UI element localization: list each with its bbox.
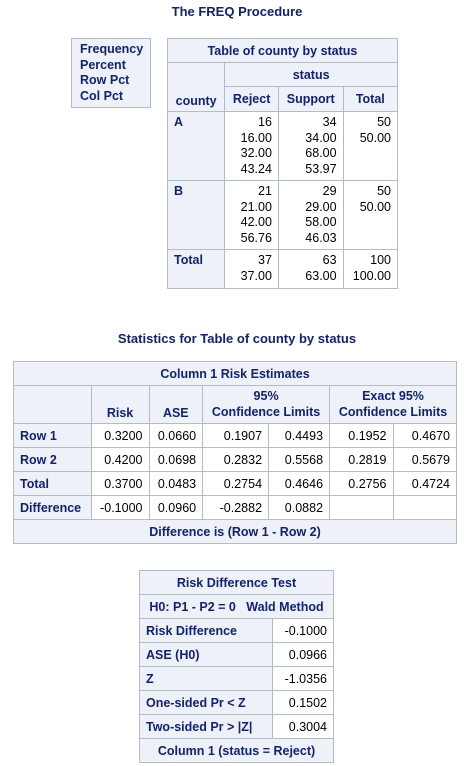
exact-lower-cl-cell [329, 495, 394, 520]
ase-cell: 0.0660 [148, 423, 204, 448]
risk-difference-test-table: Risk Difference Test H0: P1 - P2 = 0 Wal… [139, 570, 334, 763]
row-header-a: A [166, 111, 226, 181]
risk-cell: 0.4200 [90, 447, 150, 472]
upper-cl-cell: 0.4493 [268, 423, 331, 448]
stat-value: -0.1000 [271, 618, 334, 643]
ase-cell: 0.0960 [148, 495, 204, 520]
stat-label: Two-sided Pr > |Z| [139, 714, 273, 739]
risk-row-label: Difference [13, 495, 92, 520]
row-header-total: Total [166, 249, 226, 289]
method-label: Wald Method [246, 599, 324, 614]
risk-table-title: Column 1 Risk Estimates [13, 361, 457, 386]
stat-label: One-sided Pr < Z [139, 690, 273, 715]
hypothesis-label: H0: P1 - P2 = 0 [149, 599, 236, 614]
upper-cl-cell: 0.0882 [268, 495, 331, 520]
freq-table-title: Table of county by status [167, 38, 398, 63]
exact-upper-cl-cell: 0.4724 [392, 471, 457, 496]
risk-table-footer: Difference is (Row 1 - Row 2) [13, 519, 457, 544]
risk-cell: 0.3700 [90, 471, 150, 496]
diff-test-title: Risk Difference Test [139, 570, 334, 595]
cell-b-support: 29 29.00 58.00 46.03 [277, 180, 344, 250]
header-ase: ASE [148, 385, 204, 424]
header-risk: Risk [90, 385, 150, 424]
diff-test-subtitle: H0: P1 - P2 = 0 Wald Method [139, 594, 334, 619]
stat-value: -1.0356 [271, 666, 334, 691]
exact-upper-cl-cell [392, 495, 457, 520]
risk-row-label: Row 2 [13, 447, 92, 472]
stat-value: 0.3004 [271, 714, 334, 739]
cell-b-reject: 21 21.00 42.00 56.76 [224, 180, 279, 250]
lower-cl-cell: 0.2832 [202, 447, 270, 472]
exact-upper-cl-cell: 0.5679 [392, 447, 457, 472]
upper-cl-cell: 0.4646 [268, 471, 331, 496]
stat-value: 0.1502 [271, 690, 334, 715]
col-header-total: Total [342, 86, 399, 112]
exact-lower-cl-cell: 0.1952 [329, 423, 394, 448]
risk-blank-header [13, 385, 92, 424]
key-percent: Percent [80, 57, 126, 72]
stat-label: ASE (H0) [139, 642, 273, 667]
cell-contents-key: Frequency Percent Row Pct Col Pct [71, 38, 151, 108]
freq-row-var: county [166, 62, 226, 112]
cell-total-reject: 37 37.00 [224, 249, 279, 289]
risk-cell: 0.3200 [90, 423, 150, 448]
exact-lower-cl-cell: 0.2756 [329, 471, 394, 496]
key-frequency: Frequency [80, 42, 144, 56]
stat-label: Z [139, 666, 273, 691]
cell-a-total: 50 50.00 [342, 111, 399, 181]
row-header-b: B [166, 180, 226, 250]
key-row-pct: Row Pct [80, 73, 130, 87]
page-title: The FREQ Procedure [171, 4, 303, 19]
lower-cl-cell: -0.2882 [202, 495, 270, 520]
risk-row-label: Total [13, 471, 92, 496]
risk-row-label: Row 1 [13, 423, 92, 448]
header-exact-confidence-limits: Exact 95% Confidence Limits [329, 385, 457, 424]
stat-label: Risk Difference [139, 618, 273, 643]
freq-table: Table of county by status county status … [166, 38, 399, 289]
freq-col-var: status [224, 62, 398, 87]
ase-cell: 0.0483 [148, 471, 204, 496]
risk-estimates-table: Column 1 Risk Estimates Risk ASE 95% Conf… [13, 361, 457, 544]
cell-total-support: 63 63.00 [277, 249, 344, 289]
ase-cell: 0.0698 [148, 447, 204, 472]
cell-total-total: 100 100.00 [342, 249, 399, 289]
key-col-pct: Col Pct [80, 88, 124, 103]
stats-title: Statistics for Table of county by status [117, 331, 357, 346]
lower-cl-cell: 0.1907 [202, 423, 270, 448]
upper-cl-cell: 0.5568 [268, 447, 331, 472]
col-header-reject: Reject [224, 86, 279, 112]
header-confidence-limits: 95% Confidence Limits [202, 385, 331, 424]
diff-test-footer: Column 1 (status = Reject) [139, 738, 334, 763]
exact-lower-cl-cell: 0.2819 [329, 447, 394, 472]
stat-value: 0.0966 [271, 642, 334, 667]
lower-cl-cell: 0.2754 [202, 471, 270, 496]
exact-upper-cl-cell: 0.4670 [392, 423, 457, 448]
cell-a-reject: 16 16.00 32.00 43.24 [224, 111, 279, 181]
risk-cell: -0.1000 [90, 495, 150, 520]
cell-a-support: 34 34.00 68.00 53.97 [277, 111, 344, 181]
cell-b-total: 50 50.00 [342, 180, 399, 250]
col-header-support: Support [277, 86, 344, 112]
